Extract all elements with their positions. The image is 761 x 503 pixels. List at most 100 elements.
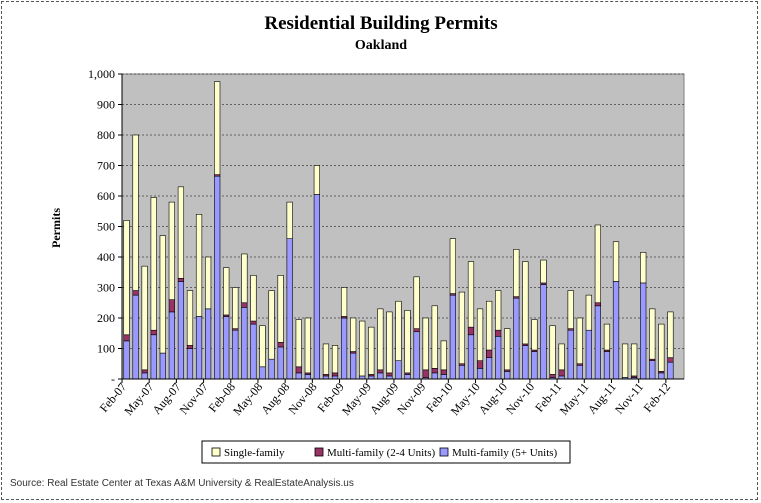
bar-segment xyxy=(558,369,565,377)
bar-segment xyxy=(513,249,520,297)
bar-segment xyxy=(467,334,475,380)
bar-segment xyxy=(268,290,275,360)
x-tick-label: Aug-09 xyxy=(367,380,401,417)
bar-segment xyxy=(658,323,665,372)
bar-segment xyxy=(286,238,293,380)
bar-segment xyxy=(449,238,456,294)
bar-segment xyxy=(594,302,601,307)
bar-segment xyxy=(649,308,656,360)
x-tick-label: Aug-08 xyxy=(258,380,292,417)
bar-segment xyxy=(531,351,538,380)
bar-segment xyxy=(476,308,484,362)
bar-segment xyxy=(223,316,230,380)
bar-segment xyxy=(377,308,384,371)
bar-segment xyxy=(377,369,384,374)
legend-label: Multi-family (5+ Units) xyxy=(452,447,558,459)
bar-segment xyxy=(440,374,447,380)
bar-segment xyxy=(304,374,311,380)
y-tick-label: 1,000 xyxy=(88,67,115,81)
bar-segment xyxy=(522,345,529,380)
y-tick-label: 600 xyxy=(97,189,115,203)
x-tick-label: Aug-10 xyxy=(476,380,510,417)
source-note: Source: Real Estate Center at Texas A&M … xyxy=(10,478,354,489)
x-tick-label: May-09 xyxy=(339,380,374,418)
bar-segment xyxy=(395,300,402,362)
y-tick-label: 100 xyxy=(97,342,115,356)
bar-segment xyxy=(422,369,429,378)
bar-segment xyxy=(467,326,475,336)
bar-segment xyxy=(205,308,212,380)
x-tick-label: Nov-07 xyxy=(177,380,211,417)
bar-segment xyxy=(195,316,203,380)
bar-segment xyxy=(277,342,284,348)
bar-segment xyxy=(168,201,175,301)
legend-label: Single-family xyxy=(224,447,285,459)
bar-segment xyxy=(241,302,248,308)
legend-swatch xyxy=(211,447,221,457)
bar-segment xyxy=(603,323,611,351)
bar-segment xyxy=(495,329,502,337)
y-tick-label: 300 xyxy=(97,281,115,295)
bar-segment xyxy=(277,274,284,343)
bar-segment xyxy=(223,267,230,316)
bar-segment xyxy=(295,319,302,368)
bar-segment xyxy=(159,235,166,354)
bar-segment xyxy=(186,348,194,380)
bar-segment xyxy=(331,372,339,377)
bar-segment xyxy=(123,220,130,336)
x-tick-label: Feb-12 xyxy=(641,380,674,415)
x-tick-label: Nov-11 xyxy=(612,380,646,417)
bar-segment xyxy=(504,328,511,371)
bar-segment xyxy=(667,361,674,380)
x-tick-label: Aug-11 xyxy=(585,380,619,417)
bar-segment xyxy=(277,346,284,380)
bar-segment xyxy=(177,281,185,380)
bar-segment xyxy=(540,284,547,380)
bar-segment xyxy=(186,290,194,346)
bar-segment xyxy=(123,334,130,342)
bar-segment xyxy=(431,368,438,374)
y-tick-label: 700 xyxy=(97,159,115,173)
bar-segment xyxy=(631,343,638,377)
bar-segment xyxy=(467,261,475,328)
bar-segment xyxy=(168,311,175,380)
x-tick-label: Nov-10 xyxy=(503,380,537,417)
bar-segment xyxy=(567,329,574,380)
legend-label: Multi-family (2-4 Units) xyxy=(327,447,435,459)
legend-box xyxy=(201,440,571,464)
bar-segment xyxy=(495,290,502,331)
bar-segment xyxy=(141,372,148,380)
bar-segment xyxy=(585,329,592,380)
bar-segment xyxy=(241,253,248,304)
bar-segment xyxy=(440,340,447,371)
legend-swatch xyxy=(439,447,449,457)
bar-segment xyxy=(250,323,257,380)
bar-segment xyxy=(476,360,484,369)
y-axis-label: Permits xyxy=(49,208,63,248)
bar-segment xyxy=(132,290,139,296)
chart-subtitle: Oakland xyxy=(355,38,407,53)
bar-segment xyxy=(304,317,311,374)
bar-segment xyxy=(486,357,493,380)
x-tick-label: May-11 xyxy=(557,380,592,418)
bar-segment xyxy=(649,360,656,380)
bar-segment xyxy=(594,305,601,380)
bar-segment xyxy=(422,317,429,371)
bar-segment xyxy=(132,294,139,380)
bar-segment xyxy=(168,299,175,313)
bar-segment xyxy=(141,265,148,371)
bar-segment xyxy=(513,297,520,380)
bar-segment xyxy=(377,372,384,380)
y-tick-label: 400 xyxy=(97,250,115,264)
bar-segment xyxy=(340,287,348,317)
bar-segment xyxy=(476,368,484,380)
legend-swatch xyxy=(314,447,324,457)
bar-segment xyxy=(621,343,629,378)
bar-segment xyxy=(123,340,130,380)
bar-segment xyxy=(549,325,556,375)
bar-segment xyxy=(359,320,366,377)
bar-segment xyxy=(232,329,239,380)
x-tick-label: Aug-07 xyxy=(149,380,183,417)
bar-segment xyxy=(585,294,592,331)
